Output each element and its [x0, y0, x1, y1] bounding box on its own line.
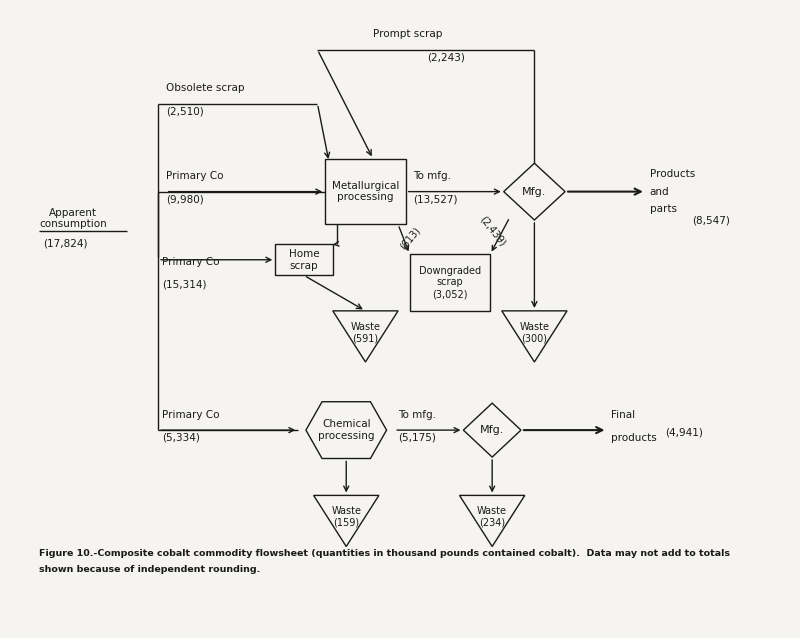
Text: Apparent
consumption: Apparent consumption	[39, 207, 106, 229]
Text: (2,510): (2,510)	[166, 107, 203, 117]
Text: (2,439): (2,439)	[478, 214, 507, 248]
Text: (5,334): (5,334)	[162, 433, 200, 443]
Text: (8,547): (8,547)	[692, 216, 730, 225]
Text: Chemical
processing: Chemical processing	[318, 419, 374, 441]
Text: (13,527): (13,527)	[414, 195, 458, 204]
Text: Downgraded
scrap
(3,052): Downgraded scrap (3,052)	[419, 266, 481, 299]
Text: Waste
(300): Waste (300)	[519, 322, 550, 343]
Text: Primary Co: Primary Co	[166, 172, 223, 181]
Text: Home
scrap: Home scrap	[289, 249, 319, 271]
Text: Obsolete scrap: Obsolete scrap	[166, 84, 244, 93]
Text: parts: parts	[650, 204, 677, 214]
Text: Prompt scrap: Prompt scrap	[373, 29, 442, 40]
Bar	[325, 159, 406, 225]
Text: To mfg.: To mfg.	[398, 410, 436, 420]
Text: Mfg.: Mfg.	[480, 425, 504, 435]
Text: To mfg.: To mfg.	[414, 172, 451, 181]
Text: shown because of independent rounding.: shown because of independent rounding.	[39, 565, 261, 574]
Text: Waste
(234): Waste (234)	[477, 506, 507, 528]
Text: Metallurgical
processing: Metallurgical processing	[332, 181, 399, 202]
Text: (2,243): (2,243)	[427, 52, 465, 63]
Text: (15,314): (15,314)	[162, 279, 206, 290]
Text: (9,980): (9,980)	[166, 195, 203, 204]
Text: Products: Products	[650, 169, 695, 179]
Bar	[275, 244, 333, 276]
Text: Primary Co: Primary Co	[162, 410, 219, 420]
Text: (17,824): (17,824)	[43, 239, 87, 249]
Text: products: products	[611, 433, 657, 443]
Text: (4,941): (4,941)	[665, 428, 703, 438]
Text: Figure 10.-Composite cobalt commodity flowsheet (quantities in thousand pounds c: Figure 10.-Composite cobalt commodity fl…	[39, 549, 730, 558]
Text: (613): (613)	[398, 225, 422, 251]
Text: (5,175): (5,175)	[398, 433, 436, 443]
Text: Final: Final	[611, 410, 635, 420]
Bar	[410, 254, 490, 311]
Text: Mfg.: Mfg.	[522, 187, 546, 197]
Text: and: and	[650, 187, 670, 197]
Text: Waste
(159): Waste (159)	[331, 506, 362, 528]
Text: Waste
(591): Waste (591)	[350, 322, 381, 343]
Text: Primary Co: Primary Co	[162, 256, 219, 267]
